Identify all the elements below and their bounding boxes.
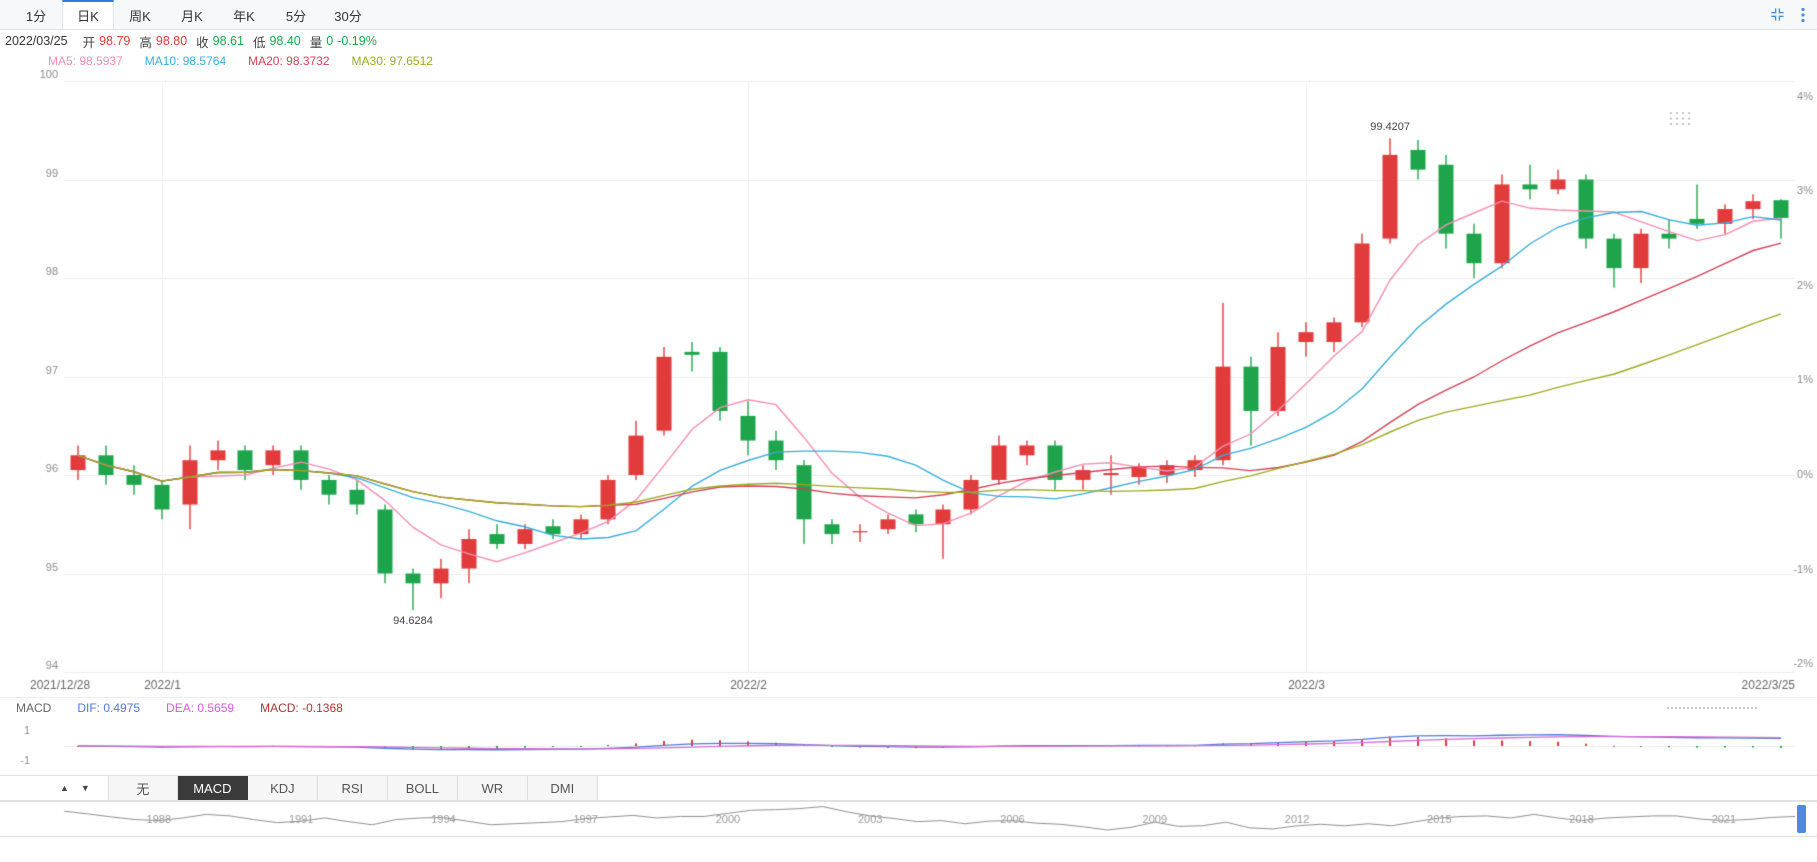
high-value: 98.80	[155, 34, 188, 48]
pane-down-icon[interactable]: ▼	[80, 783, 90, 793]
macd-title: MACD	[16, 700, 52, 715]
main-chart-panel: 99.4207 94.6284	[0, 70, 1817, 697]
tab-monthly-k[interactable]: 月K	[181, 9, 203, 24]
indicator-tab-dmi[interactable]: DMI	[527, 776, 598, 800]
open-label: 开	[82, 35, 96, 50]
macd-panel-header: MACD DIF: 0.4975 DEA: 0.5659 MACD: -0.13…	[0, 697, 1817, 717]
indicator-tab-wr[interactable]: WR	[457, 776, 528, 800]
indicator-tab-boll[interactable]: BOLL	[387, 776, 458, 800]
indicator-tab-macd[interactable]: MACD	[177, 776, 248, 800]
ma10-value: MA10: 98.5764	[144, 54, 227, 68]
close-label: 收	[196, 35, 209, 50]
open-value: 98.79	[99, 34, 131, 48]
timeline-handle[interactable]	[1797, 805, 1806, 833]
change-percent: -0.19%	[337, 34, 377, 48]
collapsed-pane-handle[interactable]	[1667, 707, 1757, 709]
tab-5min[interactable]: 5分	[285, 9, 307, 24]
ma5-value: MA5: 98.5937	[48, 54, 123, 68]
period-toolbar: 1分 日K 周K 月K 年K 5分 30分	[0, 0, 1817, 30]
indicator-tab-kdj[interactable]: KDJ	[247, 776, 318, 800]
high-label: 高	[139, 35, 152, 50]
ma30-value: MA30: 97.6512	[351, 54, 433, 68]
more-menu-icon[interactable]	[1801, 7, 1805, 23]
timeline-navigator	[0, 801, 1817, 837]
close-value: 98.61	[212, 34, 244, 48]
dea-value: DEA: 0.5659	[166, 700, 235, 715]
tab-weekly-k[interactable]: 周K	[129, 9, 151, 24]
ohlc-info-bar: 2022/03/25 开 98.79 高 98.80 收 98.61 低 98.…	[0, 30, 1817, 52]
indicator-tab-rsi[interactable]: RSI	[317, 776, 388, 800]
volume-value: 0	[326, 34, 334, 48]
indicator-tab-none[interactable]: 无	[107, 776, 178, 800]
ma20-value: MA20: 98.3732	[248, 54, 330, 68]
ma-indicator-bar: MA5: 98.5937 MA10: 98.5764 MA20: 98.3732…	[0, 52, 1817, 70]
macd-canvas[interactable]	[0, 717, 1817, 775]
pane-arrows: ▲ ▼	[60, 776, 108, 800]
volume-label: 量	[309, 35, 323, 50]
macd-value: MACD: -0.1368	[260, 700, 343, 715]
dif-value: DIF: 0.4975	[77, 700, 141, 715]
timeline-canvas[interactable]	[0, 802, 1817, 836]
pane-up-icon[interactable]: ▲	[60, 783, 69, 793]
quote-date: 2022/03/25	[5, 34, 68, 48]
toolbar-icons	[1770, 0, 1805, 29]
tab-30min[interactable]: 30分	[334, 9, 362, 24]
low-value: 98.40	[269, 34, 301, 48]
candlestick-canvas[interactable]	[0, 70, 1817, 697]
collapse-panes-icon[interactable]	[1770, 7, 1785, 22]
tab-yearly-k[interactable]: 年K	[233, 9, 255, 24]
tab-1min[interactable]: 1分	[25, 9, 47, 24]
indicator-tab-bar: ▲ ▼ 无 MACD KDJ RSI BOLL WR DMI	[0, 775, 1817, 801]
tab-daily-k[interactable]: 日K	[62, 0, 114, 29]
low-label: 低	[252, 35, 266, 50]
pane-drag-handle-icon[interactable]	[1668, 110, 1692, 127]
